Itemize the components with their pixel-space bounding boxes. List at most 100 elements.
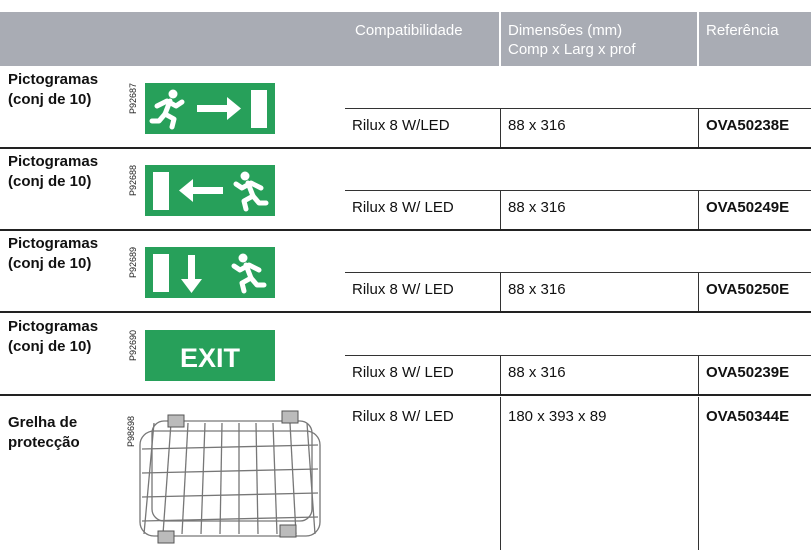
cell-line	[345, 190, 811, 191]
sign-shape	[250, 193, 269, 206]
row-separator	[0, 311, 811, 313]
sign-shape	[306, 422, 316, 535]
cage-image	[139, 410, 321, 544]
header-cell: Referência	[706, 22, 779, 39]
sign-shape	[200, 422, 206, 535]
row-label: Pictogramas	[8, 153, 99, 170]
sign-shape	[145, 330, 275, 381]
sign-shape	[157, 530, 175, 544]
cell-line	[345, 108, 811, 109]
row-separator	[0, 394, 811, 396]
sign-shape	[191, 187, 223, 194]
sign-shape	[143, 422, 155, 535]
reference: OVA50250E	[706, 281, 790, 298]
reference: OVA50239E	[706, 364, 790, 381]
sign-shape	[153, 254, 169, 292]
sign-shape	[219, 422, 223, 535]
sign-shape	[231, 262, 262, 273]
sign-shape	[141, 516, 319, 522]
sign-shape	[179, 179, 193, 202]
cell-line	[698, 355, 699, 395]
sign-shape	[233, 180, 264, 191]
sign-shape	[251, 90, 267, 128]
row-label: (conj de 10)	[8, 91, 92, 108]
sign-shape	[181, 279, 202, 293]
header-cell: Comp x Larg x prof	[508, 41, 636, 58]
cell-line	[500, 397, 501, 550]
dimensions: 88 x 316	[508, 281, 566, 298]
sign-shape	[248, 275, 267, 288]
cell-line	[698, 108, 699, 148]
cell-line	[345, 355, 811, 356]
cell-line	[500, 272, 501, 312]
sign-shape	[281, 410, 299, 424]
dimensions: 88 x 316	[508, 199, 566, 216]
exit-sign	[145, 247, 275, 298]
sign-text: EXIT	[180, 343, 241, 373]
sign-shape	[181, 422, 189, 535]
sign-shape	[139, 420, 321, 537]
cell-line	[698, 272, 699, 312]
header-divider	[697, 12, 699, 66]
sign-shape	[141, 468, 319, 474]
cell-line	[698, 190, 699, 230]
compatibility: Rilux 8 W/LED	[352, 117, 450, 134]
row-label: Pictogramas	[8, 235, 99, 252]
sign-shape	[149, 89, 185, 130]
reference: OVA50238E	[706, 117, 790, 134]
cell-line	[698, 397, 699, 550]
sign-shape	[141, 492, 319, 498]
sign-shape	[157, 410, 299, 544]
sign-shape	[279, 524, 297, 538]
sign-shape	[238, 253, 248, 263]
compatibility: Rilux 8 W/ LED	[352, 408, 454, 425]
row-separator	[0, 147, 811, 149]
dimensions: 88 x 316	[508, 117, 566, 134]
sign-shape	[167, 414, 185, 428]
product-code: P92687	[128, 82, 138, 114]
sign-shape	[151, 420, 313, 522]
product-code: P92690	[128, 329, 138, 361]
product-code: P92689	[128, 246, 138, 278]
sign-shape	[162, 111, 177, 130]
row-label: (conj de 10)	[8, 255, 92, 272]
product-code: P92688	[128, 164, 138, 196]
row-label: (conj de 10)	[8, 338, 92, 355]
sign-shape	[240, 171, 250, 181]
sign-shape	[272, 422, 278, 535]
cell-line	[500, 355, 501, 395]
sign-shape	[241, 193, 256, 212]
row-label: Pictogramas	[8, 71, 99, 88]
sign-shape	[233, 171, 269, 212]
row-label: (conj de 10)	[8, 173, 92, 190]
cell-line	[500, 190, 501, 230]
header-bar	[0, 12, 811, 66]
sign-shape	[239, 275, 254, 294]
reference: OVA50344E	[706, 408, 790, 425]
row-label: Grelha de	[8, 414, 78, 431]
sign-shape	[154, 98, 185, 109]
sign-shape	[227, 97, 241, 120]
row-label: Pictogramas	[8, 318, 99, 335]
header-divider	[499, 12, 501, 66]
sign-shape	[139, 430, 321, 537]
sign-shape	[149, 111, 168, 124]
compatibility: Rilux 8 W/ LED	[352, 199, 454, 216]
header-cell: Dimensões (mm)	[508, 22, 623, 39]
sign-shape	[168, 89, 178, 99]
sign-shape	[197, 105, 229, 112]
reference: OVA50249E	[706, 199, 790, 216]
compatibility: Rilux 8 W/ LED	[352, 364, 454, 381]
exit-sign: EXIT	[145, 330, 275, 381]
sign-shape	[153, 172, 169, 210]
compatibility: Rilux 8 W/ LED	[352, 281, 454, 298]
sign-shape	[162, 422, 172, 535]
header-cell: Compatibilidade	[355, 22, 463, 39]
dimensions: 88 x 316	[508, 364, 566, 381]
sign-shape	[289, 422, 297, 535]
exit-sign	[145, 165, 275, 216]
sign-shape	[231, 253, 267, 294]
cell-line	[500, 108, 501, 148]
row-separator	[0, 229, 811, 231]
